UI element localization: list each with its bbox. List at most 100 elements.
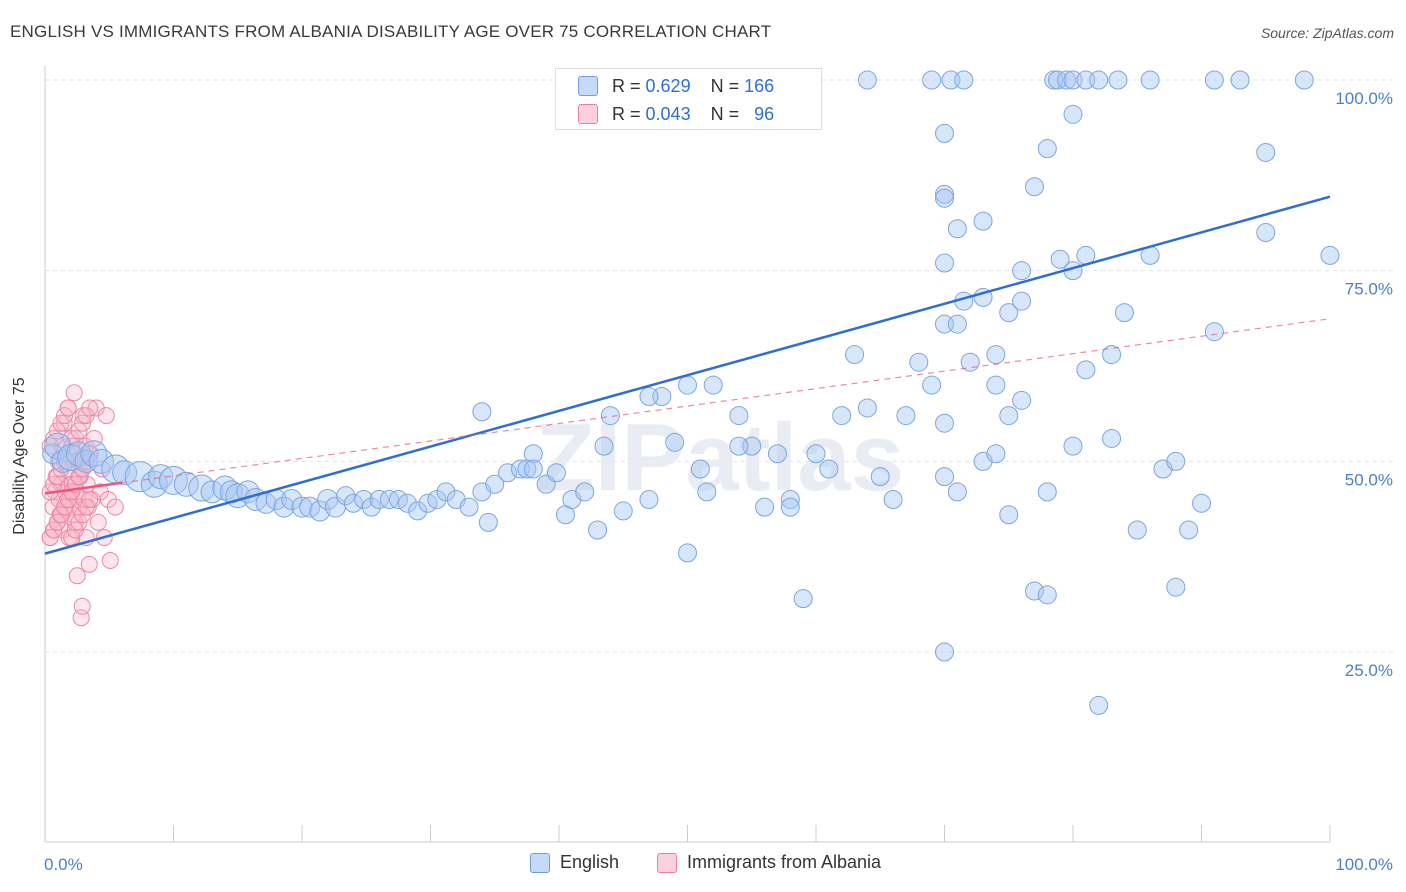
english-point	[870, 467, 890, 487]
english-point	[1037, 482, 1057, 502]
watermark-text: ZIPatlas	[536, 404, 904, 511]
english-point	[947, 219, 967, 239]
english-point	[1179, 520, 1199, 540]
english-point	[1114, 303, 1134, 323]
english-point	[954, 70, 974, 90]
y-tick-label-50: 50.0%	[1345, 470, 1393, 489]
english-point	[1140, 70, 1160, 90]
r-value-albania: 0.043	[645, 103, 691, 124]
english-point	[1076, 360, 1096, 380]
english-point	[613, 501, 633, 521]
series-legend: English Immigrants from Albania	[0, 852, 1406, 878]
english-point	[1037, 139, 1057, 159]
trend-lines	[44, 195, 1331, 555]
english-point	[1204, 322, 1224, 342]
albania-point	[89, 513, 107, 531]
y-tick-label-100: 100.0%	[1335, 89, 1393, 108]
english-point	[935, 413, 954, 433]
english-point	[1102, 428, 1122, 448]
english-point	[1057, 70, 1077, 90]
english-point	[819, 459, 839, 479]
albania-point	[65, 384, 83, 402]
legend-item-english[interactable]: English	[530, 852, 619, 873]
english-point	[729, 436, 749, 456]
english-point	[755, 497, 775, 517]
english-point	[1012, 390, 1032, 410]
english-point	[767, 444, 787, 464]
english-point	[1063, 104, 1083, 124]
english-point	[472, 402, 492, 422]
tick-labels: 25.0% 50.0% 75.0% 100.0% 0.0% 100.0%	[44, 89, 1393, 874]
english-point	[546, 463, 566, 483]
english-point	[999, 406, 1019, 426]
legend-label-english: English	[560, 852, 620, 872]
english-point	[703, 375, 723, 395]
english-point	[729, 406, 749, 426]
english-point	[89, 448, 115, 474]
albania-point	[73, 597, 91, 615]
english-point	[909, 352, 929, 372]
english-point	[1127, 520, 1147, 540]
english-point	[986, 345, 1006, 365]
n-label: N =	[710, 103, 740, 124]
english-trend-line	[44, 195, 1331, 555]
english-point	[273, 496, 295, 518]
english-point	[857, 70, 877, 90]
english-point	[1024, 581, 1044, 601]
english-point	[947, 482, 967, 502]
legend-label-albania: Immigrants from Albania	[687, 852, 882, 872]
english-point	[173, 471, 199, 497]
english-point	[690, 459, 710, 479]
albania-trend-line-solid	[44, 481, 123, 495]
english-point	[485, 474, 505, 494]
english-point	[1166, 577, 1186, 597]
english-point	[806, 444, 826, 464]
english-point	[124, 461, 156, 493]
english-point	[1037, 585, 1057, 605]
english-legend-icon	[530, 852, 550, 873]
english-point	[780, 489, 800, 509]
english-point	[1089, 695, 1109, 715]
english-point	[922, 375, 942, 395]
english-point	[935, 642, 954, 662]
english-point	[1204, 70, 1224, 90]
english-point	[1108, 70, 1128, 90]
english-point	[697, 482, 717, 502]
english-point	[639, 489, 659, 509]
albania-point	[97, 407, 115, 425]
english-point	[639, 387, 659, 407]
english-point	[1230, 70, 1250, 90]
legend-item-albania[interactable]: Immigrants from Albania	[657, 852, 881, 873]
english-point	[1050, 249, 1070, 269]
source-label: Source: ZipAtlas.com	[1260, 25, 1394, 41]
albania-trend-line	[44, 318, 1331, 494]
english-point	[845, 345, 865, 365]
english-point	[935, 253, 954, 273]
albania-swatch-icon	[578, 104, 598, 124]
english-point	[600, 406, 620, 426]
english-point	[112, 460, 138, 486]
r-label: R =	[612, 75, 641, 96]
english-point	[498, 463, 518, 483]
english-point	[354, 489, 374, 509]
albania-point	[85, 429, 103, 447]
english-point	[947, 314, 967, 334]
english-point	[999, 303, 1019, 323]
x-tick-label-min: 0.0%	[44, 855, 83, 874]
stats-text-english: R = 0.629 N = 166	[612, 76, 774, 97]
english-swatch-icon	[578, 76, 598, 96]
english-point	[678, 375, 697, 395]
n-value-english: 166	[744, 75, 775, 96]
english-point	[780, 497, 800, 517]
english-point	[935, 188, 954, 208]
albania-point	[81, 399, 99, 417]
n-value-albania: 96	[754, 103, 775, 124]
english-point	[408, 501, 428, 521]
english-point	[935, 467, 954, 487]
english-point	[336, 486, 356, 506]
english-point	[343, 493, 363, 513]
english-point	[678, 543, 697, 563]
english-point	[793, 589, 813, 609]
english-point	[397, 493, 417, 513]
english-point	[986, 375, 1006, 395]
